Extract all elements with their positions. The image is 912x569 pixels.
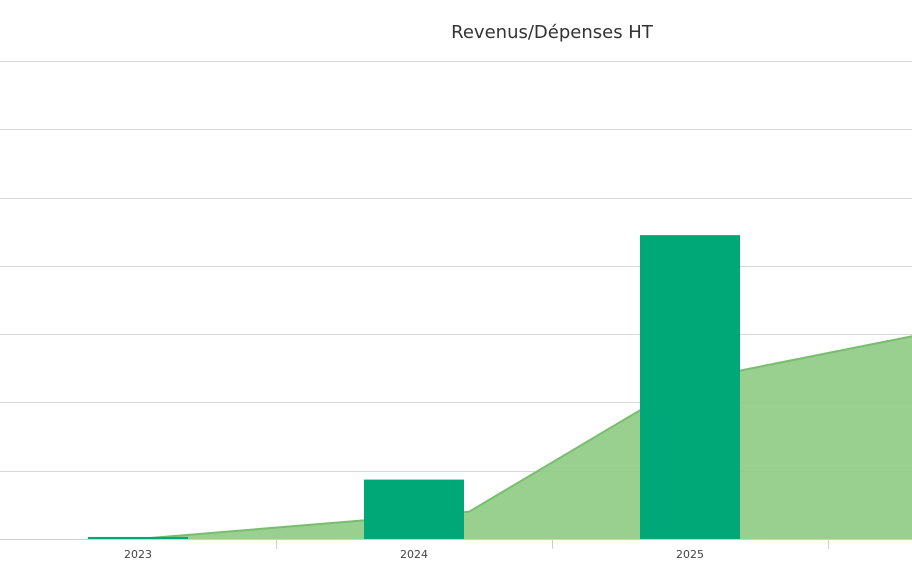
x-axis: 2023 2024 2025 [0,539,912,561]
bar-2025 [640,235,740,539]
x-tick-label: 2023 [124,548,152,561]
bar-series [88,235,740,539]
bar-2024 [364,479,464,539]
area-fill [138,336,912,539]
area-line [137,335,912,540]
chart-title: Revenus/Dépenses HT [451,22,654,43]
x-tick-label: 2024 [400,548,428,561]
gridlines [0,61,912,472]
area-series [137,335,912,540]
bar-2023 [88,536,188,539]
x-tick-label: 2025 [676,548,704,561]
